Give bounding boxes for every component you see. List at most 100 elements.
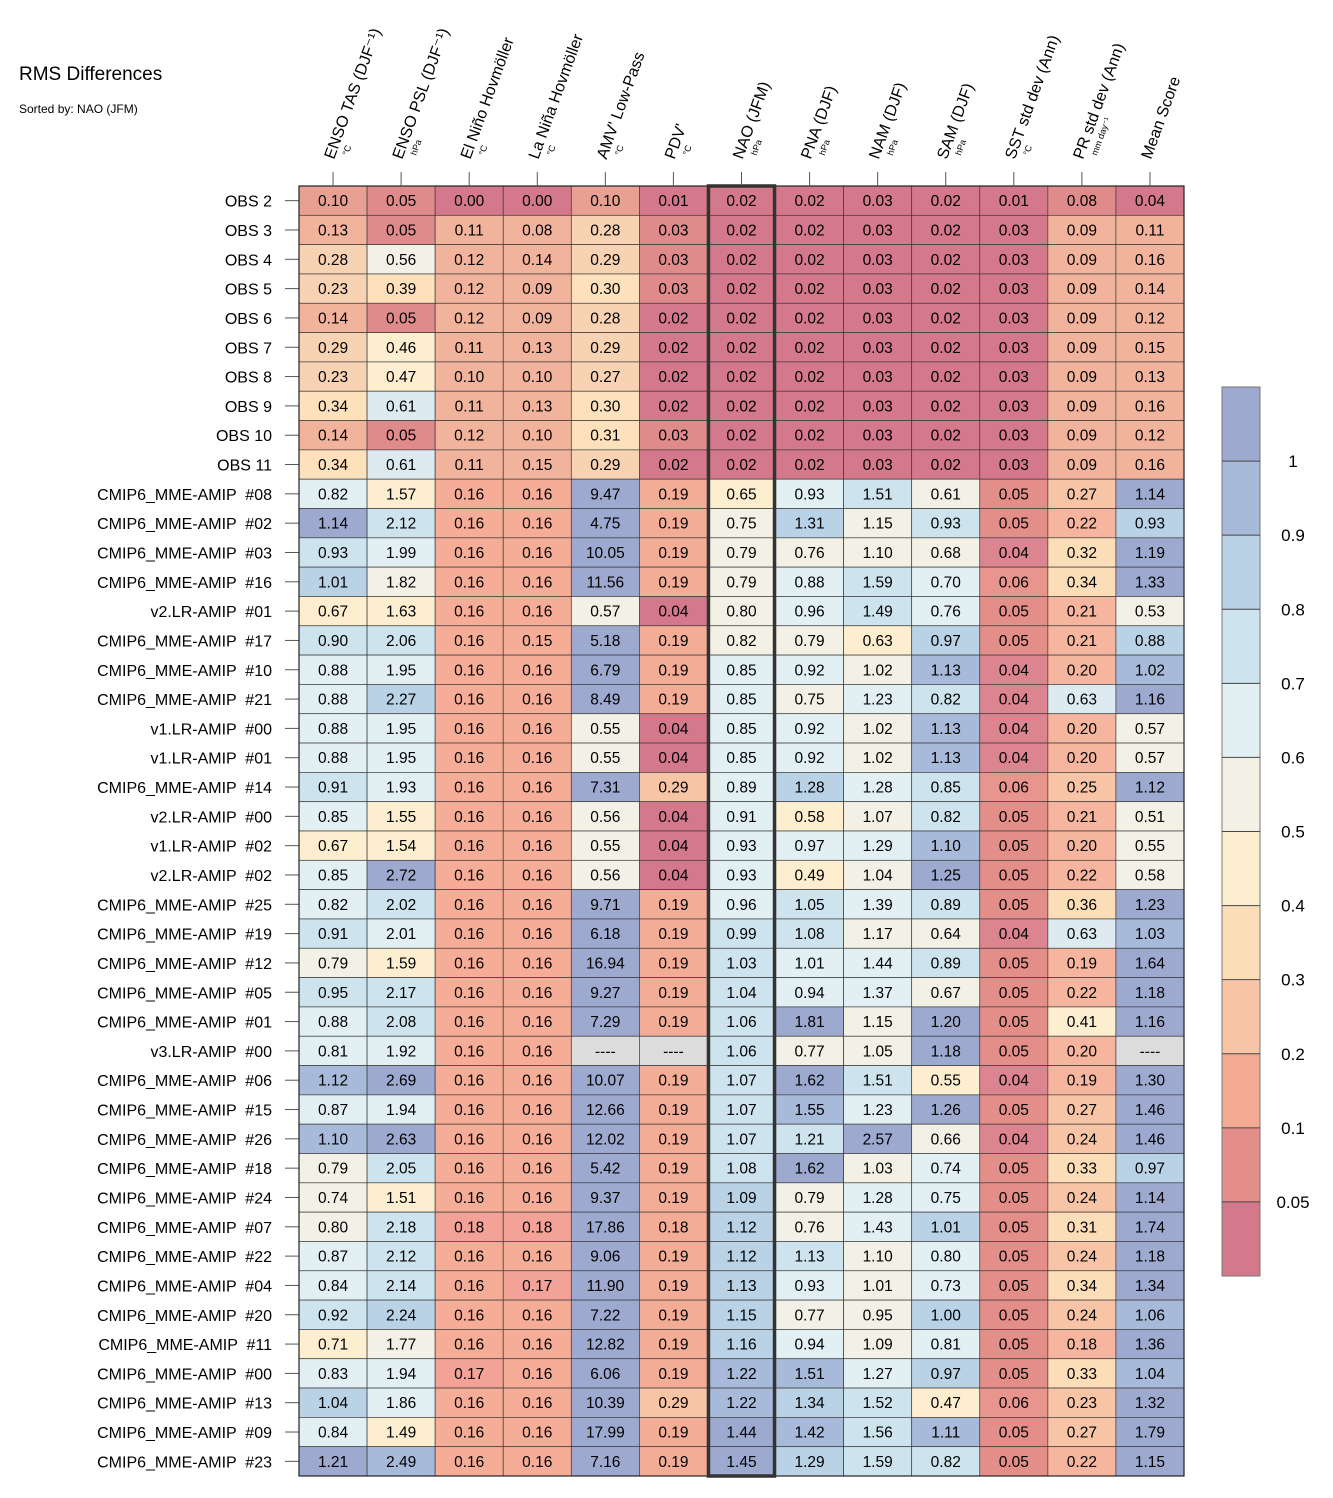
cell-value: 0.89 <box>931 955 961 972</box>
row-label: CMIP6_MME-AMIP #02 <box>97 516 272 533</box>
heatmap-cell <box>502 830 572 861</box>
heatmap-cell <box>434 947 504 978</box>
heatmap-cell <box>1115 947 1185 978</box>
cell-value: 0.57 <box>1135 750 1165 767</box>
heatmap-cell <box>1047 1387 1117 1418</box>
cell-value: 5.18 <box>590 633 620 650</box>
heatmap-cell <box>366 596 436 627</box>
cell-value: 0.19 <box>658 1366 688 1383</box>
cell-value: 0.04 <box>999 545 1030 562</box>
heatmap-cell <box>570 1094 640 1125</box>
cell-value: 0.13 <box>522 398 552 415</box>
cell-value: 0.02 <box>931 340 961 357</box>
heatmap-cell <box>570 947 640 978</box>
heatmap-cell <box>570 1182 640 1213</box>
heatmap-cell <box>434 1299 504 1330</box>
heatmap-cell <box>366 772 436 803</box>
cell-value: 0.16 <box>522 692 552 709</box>
row-label: v2.LR-AMIP #01 <box>150 604 272 621</box>
heatmap-cell <box>775 214 844 245</box>
heatmap-cell <box>1047 185 1117 216</box>
cell-value: 0.21 <box>1067 633 1097 650</box>
heatmap-cell <box>570 918 640 949</box>
column-label: SST std dev (Ann) <box>1003 33 1064 161</box>
cell-value: 1.30 <box>1135 1073 1166 1090</box>
cell-value: 0.05 <box>999 809 1029 826</box>
cell-value: 1.07 <box>726 1102 756 1119</box>
cell-value: 1.49 <box>386 1425 416 1442</box>
cell-value: 0.02 <box>794 398 824 415</box>
cell-value: 0.06 <box>999 574 1029 591</box>
heatmap-cell <box>911 361 981 392</box>
heatmap-cell <box>707 1270 776 1301</box>
cell-value: 0.05 <box>999 1161 1029 1178</box>
cell-value: 0.16 <box>522 780 552 797</box>
cell-value: 1.28 <box>863 1190 893 1207</box>
cell-value: 0.15 <box>522 633 552 650</box>
cell-value: 0.11 <box>1135 222 1164 239</box>
heatmap-cell <box>570 244 640 275</box>
cell-value: 0.16 <box>454 1395 484 1412</box>
heatmap-cell <box>979 859 1049 890</box>
cell-value: 1.44 <box>863 955 894 972</box>
cell-value: 0.03 <box>999 369 1029 386</box>
heatmap-cell <box>1047 420 1117 451</box>
cell-value: 0.05 <box>999 1425 1029 1442</box>
heatmap-cell <box>570 654 640 685</box>
heatmap-cell <box>298 566 368 597</box>
cell-value: 1.56 <box>863 1425 893 1442</box>
colorbar-tick-label: 0.9 <box>1281 526 1305 545</box>
heatmap-cell <box>911 684 981 715</box>
heatmap-cell <box>502 537 572 568</box>
heatmap-cell <box>1047 1270 1117 1301</box>
cell-value: 1.16 <box>1135 692 1165 709</box>
cell-value: 1.92 <box>386 1043 416 1060</box>
cell-value: 0.80 <box>726 604 757 621</box>
row-label: OBS 11 <box>217 458 272 475</box>
heatmap-cell <box>979 1241 1049 1272</box>
row-label: CMIP6_MME-AMIP #16 <box>97 575 272 592</box>
cell-value: 0.03 <box>863 193 893 210</box>
heatmap-cell <box>1047 625 1117 656</box>
cell-value: 0.04 <box>999 926 1030 943</box>
cell-value: 0.02 <box>931 310 961 327</box>
heatmap-cell <box>639 889 708 920</box>
heatmap-cell <box>979 1329 1049 1360</box>
heatmap-cell <box>434 508 504 539</box>
cell-value: 6.79 <box>590 662 620 679</box>
cell-value: 1.06 <box>1135 1307 1165 1324</box>
heatmap-cell <box>639 302 708 333</box>
heatmap-cell <box>707 420 776 451</box>
cell-value: 7.31 <box>590 780 620 797</box>
row-label: v3.LR-AMIP #00 <box>150 1044 272 1061</box>
heatmap-cell <box>979 1153 1049 1184</box>
heatmap-cell <box>434 302 504 333</box>
cell-value: 0.16 <box>522 1454 552 1471</box>
cell-value: 0.93 <box>794 1278 824 1295</box>
cell-value: 1.81 <box>794 1014 824 1031</box>
cell-value: 0.03 <box>863 369 893 386</box>
cell-value: 0.09 <box>1067 369 1097 386</box>
heatmap-cell <box>298 918 368 949</box>
heatmap-cell <box>1115 1299 1185 1330</box>
cell-value: 0.02 <box>931 281 961 298</box>
cell-value: 0.05 <box>999 1337 1029 1354</box>
heatmap-cell <box>1115 273 1185 304</box>
cell-value: 0.28 <box>590 310 620 327</box>
cell-value: 0.93 <box>794 486 824 503</box>
heatmap-cell <box>639 332 708 363</box>
cell-value: 0.85 <box>726 662 756 679</box>
cell-value: 0.91 <box>318 926 348 943</box>
cell-value: 0.93 <box>1135 516 1165 533</box>
cell-value: 0.30 <box>590 398 621 415</box>
heatmap-cell <box>775 625 844 656</box>
heatmap-cell <box>434 1270 504 1301</box>
cell-value: 0.93 <box>318 545 348 562</box>
heatmap-cell <box>979 302 1049 333</box>
heatmap-cell <box>298 713 368 744</box>
cell-value: 0.94 <box>794 1337 825 1354</box>
cell-value: 0.05 <box>386 428 416 445</box>
cell-value: 1.03 <box>863 1161 893 1178</box>
cell-value: 0.24 <box>1067 1307 1098 1324</box>
row-label: OBS 3 <box>225 223 272 240</box>
